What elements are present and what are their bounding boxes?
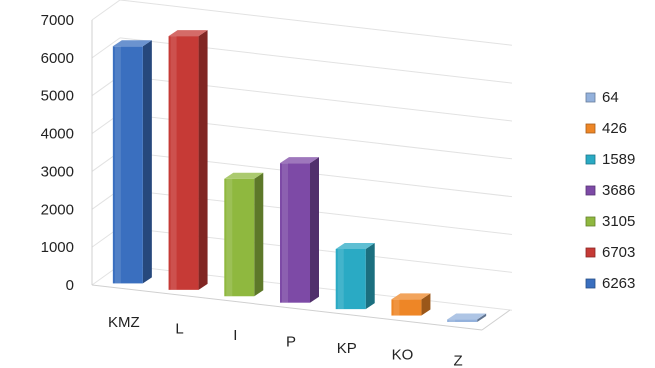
x-tick-label: KO: [392, 346, 414, 363]
chart-axes: [91, 20, 511, 331]
y-tick-label: 2000: [41, 201, 74, 218]
gridline-side: [91, 0, 121, 21]
y-tick-label: 1000: [41, 239, 74, 256]
bar-top: [112, 40, 152, 47]
chart-labels: 0 1000 2000 3000 4000 5000 6000 7000 KMZ L I P KP KO Z: [41, 12, 463, 368]
bar-side: [254, 172, 264, 297]
bar-ko: [391, 293, 431, 316]
legend-swatch: [585, 154, 596, 165]
bar-front: [224, 178, 255, 297]
bar-front: [447, 319, 478, 322]
legend-label: 64: [602, 89, 619, 106]
bar-top: [168, 30, 208, 37]
y-tick-label: 4000: [41, 126, 74, 143]
gridline: [119, 0, 513, 46]
bar-side: [477, 313, 487, 322]
y-tick-label: 7000: [41, 12, 74, 29]
legend-item-l: 6703: [585, 244, 635, 261]
legend-item-z: 64: [585, 89, 619, 106]
bar-top: [224, 172, 264, 179]
bar-top: [391, 293, 431, 300]
legend-label: 6703: [602, 244, 635, 261]
gridline-side: [91, 37, 121, 59]
bar-i: [224, 172, 264, 297]
bar-top: [280, 157, 319, 164]
bar-side: [142, 40, 152, 284]
legend-item-i: 3105: [585, 213, 635, 230]
legend-item-ko: 426: [585, 120, 627, 137]
bar-front: [280, 163, 310, 303]
bar-front: [391, 299, 422, 316]
bar-front: [335, 248, 366, 310]
bar-z: [447, 313, 487, 322]
legend-item-p: 3686: [585, 182, 635, 199]
bar-side: [198, 30, 208, 290]
bar-p: [280, 157, 319, 303]
y-tick-label: 3000: [41, 163, 74, 180]
x-tick-label: KMZ: [108, 314, 140, 331]
y-tick-label: 5000: [41, 88, 74, 105]
legend-swatch: [585, 247, 596, 258]
x-axis-depth-line: [481, 309, 511, 331]
legend-swatch: [585, 216, 596, 227]
bar-highlight: [226, 178, 233, 297]
bar-highlight: [449, 319, 456, 322]
x-tick-label: Z: [454, 353, 463, 368]
bar-side: [421, 293, 431, 316]
x-axis-line: [91, 284, 483, 331]
bar-highlight: [170, 36, 177, 290]
bar-top: [447, 313, 487, 320]
bar-kmz: [112, 40, 152, 284]
legend-item-kp: 1589: [585, 151, 635, 168]
bar-front: [168, 36, 199, 290]
bar-side: [365, 242, 375, 310]
bar-highlight: [114, 46, 121, 284]
legend-label: 6263: [602, 275, 635, 292]
chart-bars: [112, 30, 487, 322]
x-tick-label: L: [175, 321, 183, 338]
legend-label: 3686: [602, 182, 635, 199]
legend-item-kmz: 6263: [585, 275, 635, 292]
chart-legend: 64 426 1589 3686 3105 6703 6263: [585, 89, 635, 292]
bar-kp: [335, 242, 375, 310]
legend-swatch: [585, 92, 596, 103]
bar-front: [112, 46, 143, 284]
x-tick-label: I: [233, 327, 237, 344]
legend-label: 3105: [602, 213, 635, 230]
legend-swatch: [585, 123, 596, 134]
legend-label: 1589: [602, 151, 635, 168]
legend-swatch: [585, 278, 596, 289]
bar-highlight: [282, 163, 288, 303]
legend-label: 426: [602, 120, 627, 137]
bar-top: [335, 242, 375, 249]
x-tick-label: KP: [337, 340, 357, 357]
y-tick-label: 0: [66, 277, 74, 294]
bar-side: [310, 157, 319, 303]
y-tick-label: 6000: [41, 50, 74, 67]
x-tick-label: P: [286, 333, 296, 350]
bar-highlight: [393, 299, 400, 316]
bar-highlight: [337, 248, 344, 310]
legend-swatch: [585, 185, 596, 196]
bar-l: [168, 30, 208, 290]
